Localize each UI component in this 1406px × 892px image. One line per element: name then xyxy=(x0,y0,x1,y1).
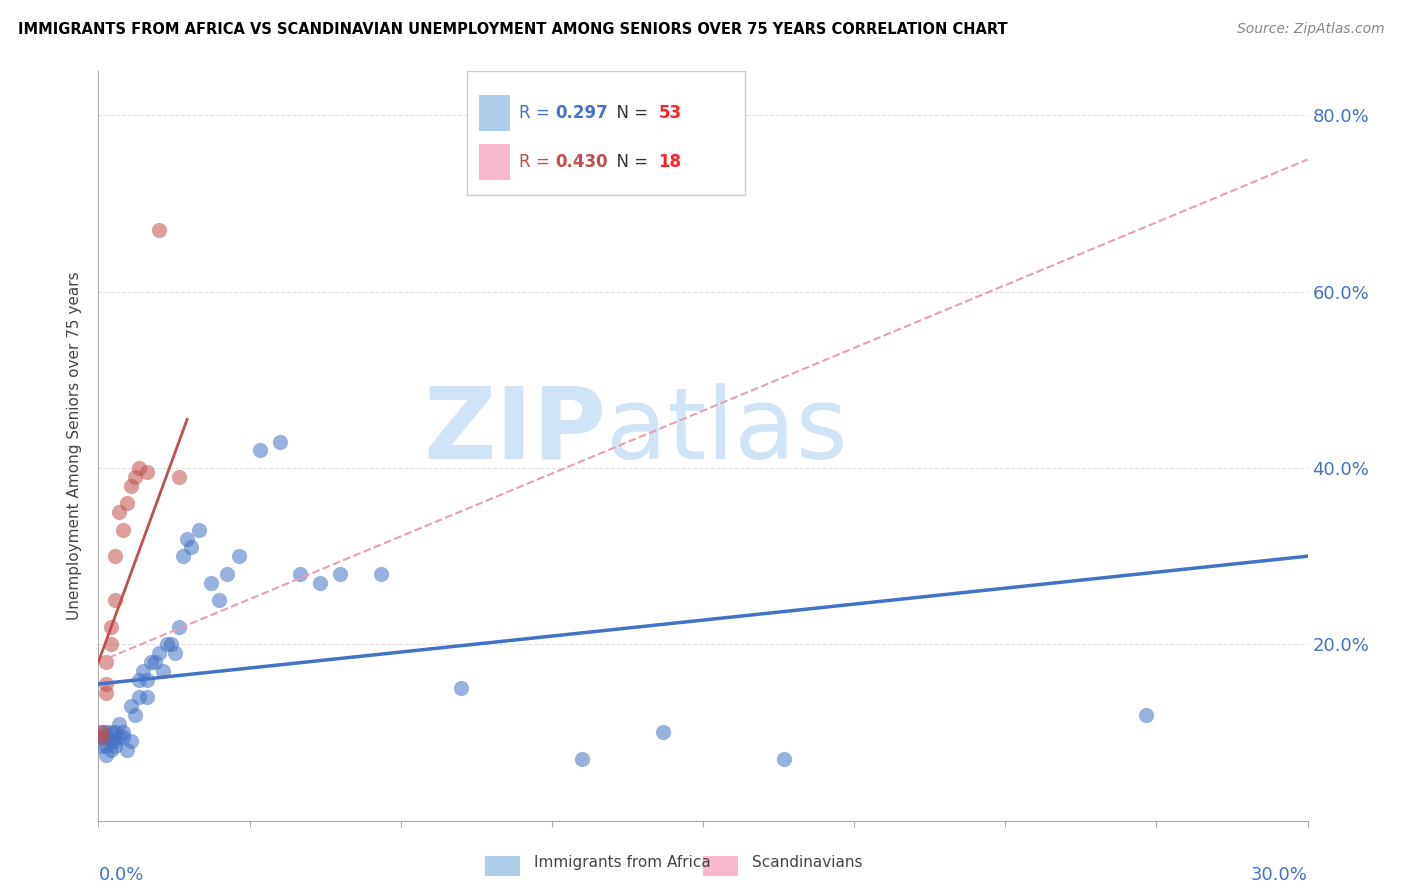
Point xyxy=(249,443,271,458)
Point xyxy=(115,743,138,757)
Point xyxy=(115,496,138,510)
Point xyxy=(180,541,202,555)
Point xyxy=(91,725,114,739)
Point xyxy=(100,734,122,748)
Point xyxy=(96,747,118,762)
Point xyxy=(135,466,157,480)
Point xyxy=(107,730,129,744)
Text: Source: ZipAtlas.com: Source: ZipAtlas.com xyxy=(1237,22,1385,37)
Point xyxy=(96,725,118,739)
Text: 0.430: 0.430 xyxy=(555,153,609,171)
Point xyxy=(160,637,183,651)
Text: 18: 18 xyxy=(658,153,682,171)
Point xyxy=(96,655,118,669)
Text: N =: N = xyxy=(606,104,654,122)
Point xyxy=(91,739,114,753)
Point xyxy=(107,716,129,731)
Bar xyxy=(479,95,509,131)
Point xyxy=(103,725,125,739)
Point xyxy=(120,734,142,748)
Point xyxy=(128,690,150,705)
Point xyxy=(172,549,194,564)
FancyBboxPatch shape xyxy=(467,71,745,195)
Point xyxy=(651,725,673,739)
Point xyxy=(135,673,157,687)
Point xyxy=(107,505,129,519)
Point xyxy=(96,739,118,753)
Bar xyxy=(479,144,509,180)
Point xyxy=(148,223,170,237)
Point xyxy=(217,566,239,581)
Text: R =: R = xyxy=(519,104,555,122)
Point xyxy=(91,730,114,744)
Point xyxy=(772,752,794,766)
Point xyxy=(309,575,332,590)
Point xyxy=(96,730,118,744)
Point xyxy=(128,461,150,475)
Text: 0.0%: 0.0% xyxy=(98,865,143,884)
Point xyxy=(188,523,211,537)
Text: R =: R = xyxy=(519,153,555,171)
Point xyxy=(167,620,190,634)
Point xyxy=(269,434,291,449)
Point xyxy=(100,725,122,739)
Point xyxy=(120,699,142,714)
Point xyxy=(103,593,125,607)
Point xyxy=(163,646,186,660)
Point xyxy=(124,707,146,722)
Point xyxy=(103,739,125,753)
Point xyxy=(148,646,170,660)
Text: ZIP: ZIP xyxy=(423,383,606,480)
Point xyxy=(329,566,352,581)
Text: 30.0%: 30.0% xyxy=(1251,865,1308,884)
Text: Immigrants from Africa: Immigrants from Africa xyxy=(534,855,711,870)
Point xyxy=(128,673,150,687)
Point xyxy=(111,523,134,537)
Point xyxy=(111,725,134,739)
Point xyxy=(91,725,114,739)
Text: IMMIGRANTS FROM AFRICA VS SCANDINAVIAN UNEMPLOYMENT AMONG SENIORS OVER 75 YEARS : IMMIGRANTS FROM AFRICA VS SCANDINAVIAN U… xyxy=(18,22,1008,37)
Point xyxy=(103,734,125,748)
Point xyxy=(124,470,146,484)
Text: atlas: atlas xyxy=(606,383,848,480)
Point xyxy=(111,730,134,744)
Point xyxy=(571,752,593,766)
Point xyxy=(103,549,125,564)
Point xyxy=(176,532,198,546)
Point xyxy=(167,470,190,484)
Point xyxy=(156,637,179,651)
Point xyxy=(96,686,118,700)
Point xyxy=(450,681,472,696)
Point xyxy=(143,655,166,669)
Point xyxy=(288,566,311,581)
Point xyxy=(152,664,174,678)
Point xyxy=(200,575,222,590)
Point xyxy=(91,730,114,744)
Point xyxy=(370,566,392,581)
Point xyxy=(228,549,250,564)
Y-axis label: Unemployment Among Seniors over 75 years: Unemployment Among Seniors over 75 years xyxy=(67,272,83,620)
Point xyxy=(96,677,118,691)
Point xyxy=(120,478,142,492)
Point xyxy=(139,655,162,669)
Point xyxy=(132,664,155,678)
Text: 53: 53 xyxy=(658,104,682,122)
Point xyxy=(208,593,231,607)
Text: 0.297: 0.297 xyxy=(555,104,609,122)
Point xyxy=(135,690,157,705)
Point xyxy=(1135,707,1157,722)
Point xyxy=(100,743,122,757)
Text: N =: N = xyxy=(606,153,654,171)
Point xyxy=(100,637,122,651)
Text: Scandinavians: Scandinavians xyxy=(752,855,863,870)
Point xyxy=(100,620,122,634)
